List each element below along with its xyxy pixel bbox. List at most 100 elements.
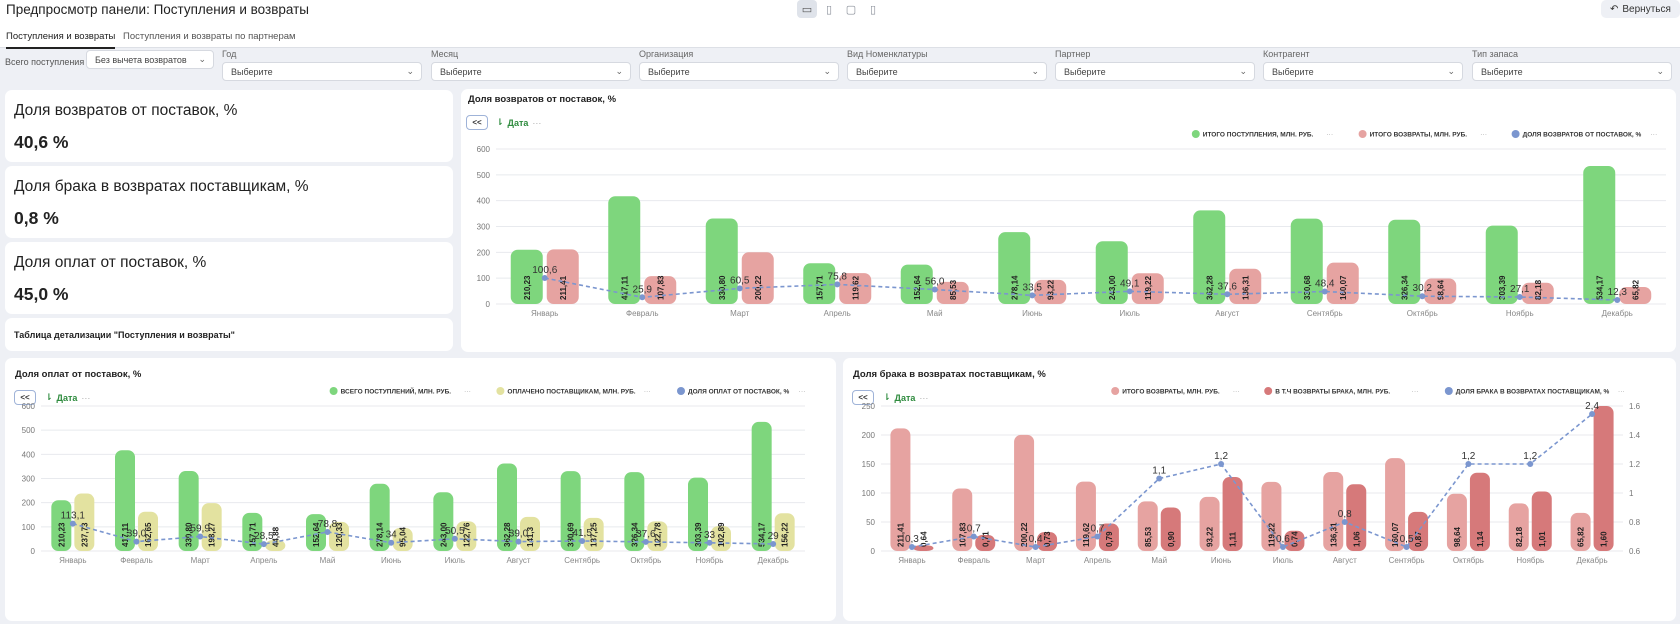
more-dots: ··· bbox=[532, 117, 542, 128]
filter-select-counterparty[interactable]: Выберите ⌄ bbox=[1263, 62, 1463, 81]
bar bbox=[1261, 481, 1282, 551]
filter-select-stock-type[interactable]: Выберите ⌄ bbox=[1472, 62, 1672, 81]
line-data-label: 0,8 bbox=[1338, 509, 1352, 520]
legend-swatch bbox=[1511, 130, 1520, 138]
x-tick-label: Январь bbox=[59, 556, 86, 565]
date-drill-control[interactable]: ⇂ Дата ··· bbox=[496, 115, 541, 130]
bar-data-label: 362,28 bbox=[1205, 275, 1214, 300]
x-tick-label: Март bbox=[191, 556, 210, 565]
defects-chart: 0 50 100 150 200 250 0.6 0.8 1 1.2 1.4 1.6 Январь Фев… bbox=[862, 387, 1641, 565]
date-drill-label: Дата bbox=[56, 392, 78, 403]
x-tick-label: Сентябрь bbox=[1389, 556, 1425, 565]
bar-data-label: 0,79 bbox=[1105, 531, 1114, 547]
bar bbox=[1346, 484, 1367, 551]
bar-data-label: 534,17 bbox=[758, 522, 767, 547]
line-data-label: 100,6 bbox=[532, 265, 557, 276]
chart-card-returns: Доля возвратов от поставок, % << ⇂ Дата … bbox=[461, 89, 1676, 352]
bar-data-label: 200,22 bbox=[1020, 522, 1029, 547]
x-tick-label: Октябрь bbox=[1453, 556, 1484, 565]
x-tick-label: Ноябрь bbox=[1506, 309, 1534, 318]
filter-bar: Всего поступления Без вычета возвратов ⌄… bbox=[0, 48, 1680, 84]
drill-up-button[interactable]: << bbox=[14, 390, 36, 405]
chart-card-payments: Доля оплат от поставок, % << ⇂ Дата ··· … bbox=[5, 358, 836, 621]
y-tick-label: 300 bbox=[22, 475, 36, 484]
bar-data-label: 157,71 bbox=[815, 275, 824, 300]
bar bbox=[1583, 166, 1616, 304]
legend-label: ИТОГО ПОСТУПЛЕНИЯ, МЛН. РУБ. bbox=[1203, 132, 1314, 139]
line-data-label: 0,5 bbox=[1400, 534, 1414, 545]
line-point bbox=[1341, 519, 1348, 525]
filter-select-year[interactable]: Выберите ⌄ bbox=[222, 62, 422, 81]
phone-icon[interactable]: ▯ bbox=[869, 3, 877, 16]
legend-label: ВСЕГО ПОСТУПЛЕНИЙ, МЛН. РУБ. bbox=[341, 387, 452, 396]
line-data-label: 50,5 bbox=[445, 526, 465, 537]
bar bbox=[51, 500, 72, 551]
table-link-card[interactable]: Таблица детализации "Поступления и возвр… bbox=[5, 318, 453, 351]
bar-data-label: 303,39 bbox=[694, 522, 703, 547]
line-point bbox=[133, 538, 140, 545]
date-drill-control[interactable]: ⇂ Дата ··· bbox=[45, 390, 90, 405]
bar bbox=[1131, 273, 1164, 304]
date-drill-control[interactable]: ⇂ Дата ··· bbox=[883, 390, 928, 405]
x-tick-label: Апрель bbox=[250, 556, 277, 565]
desktop-icon[interactable]: ▭ bbox=[797, 0, 817, 18]
line-data-label: 2,4 bbox=[1585, 401, 1599, 412]
x-tick-label: Май bbox=[1151, 556, 1167, 565]
line-data-label: 39,0 bbox=[509, 529, 529, 540]
bar bbox=[1469, 472, 1490, 551]
filter-label-nomenclature-type: Вид Номенклатуры bbox=[847, 49, 928, 59]
bar bbox=[1531, 491, 1552, 551]
line-point bbox=[1465, 461, 1472, 467]
bar bbox=[1199, 496, 1220, 551]
bar bbox=[1160, 507, 1181, 551]
line-point bbox=[1589, 411, 1596, 417]
bar bbox=[74, 493, 95, 551]
filter-select-month[interactable]: Выберите ⌄ bbox=[431, 62, 631, 81]
table-link[interactable]: Таблица детализации "Поступления и возвр… bbox=[14, 330, 235, 340]
back-button[interactable]: ↶ Вернуться bbox=[1601, 0, 1680, 18]
y2-tick-label: 1.4 bbox=[1629, 431, 1641, 440]
tab-receipts-returns[interactable]: Поступления и возвраты bbox=[6, 31, 116, 49]
bar bbox=[624, 472, 645, 551]
line-data-label: 29 bbox=[768, 531, 780, 542]
bar-data-label: 534,17 bbox=[1595, 275, 1604, 300]
bar bbox=[1424, 278, 1457, 304]
y-tick-label: 500 bbox=[22, 426, 36, 435]
tablet-icon[interactable]: ▢ bbox=[845, 3, 857, 16]
bar-data-label: 200,22 bbox=[754, 275, 763, 300]
line-data-label: 12,3 bbox=[1608, 287, 1628, 298]
receipts-filter-select[interactable]: Без вычета возвратов ⌄ bbox=[86, 50, 214, 69]
kpi-value: 0,8 % bbox=[14, 208, 59, 228]
line-data-label: 1,2 bbox=[1461, 451, 1475, 462]
bar-data-label: 136,31 bbox=[1329, 522, 1338, 547]
filter-select-organization[interactable]: Выберите ⌄ bbox=[639, 62, 839, 81]
line-point bbox=[706, 539, 713, 546]
chart-card-defects: Доля брака в возвратах поставщикам, % <<… bbox=[843, 358, 1676, 621]
bar bbox=[1619, 286, 1652, 304]
filter-label-month: Месяц bbox=[431, 49, 459, 59]
back-button-label: Вернуться bbox=[1622, 3, 1671, 15]
bar-data-label: 210,23 bbox=[523, 275, 532, 300]
device-switcher: ▭ ▯ ▢ ▯ bbox=[797, 0, 883, 18]
bar-data-label: 330,80 bbox=[185, 522, 194, 547]
bar-data-label: 326,34 bbox=[630, 522, 639, 547]
legend-swatch bbox=[1444, 387, 1453, 395]
drill-up-button[interactable]: << bbox=[852, 390, 874, 405]
bar-data-label: 243,00 bbox=[1108, 275, 1117, 300]
tab-receipts-by-partner[interactable]: Поступления и возвраты по партнерам bbox=[123, 31, 296, 42]
line-point bbox=[1029, 292, 1036, 299]
bar-data-label: 278,14 bbox=[376, 522, 385, 547]
drill-up-button[interactable]: << bbox=[466, 115, 488, 130]
legend-more-dots: ··· bbox=[644, 389, 651, 396]
legend-more-dots: ··· bbox=[799, 389, 806, 396]
laptop-icon[interactable]: ▯ bbox=[825, 3, 833, 16]
bar bbox=[1284, 530, 1305, 551]
bar-data-label: 211,41 bbox=[559, 275, 568, 300]
filter-select-nomenclature-type[interactable]: Выберите ⌄ bbox=[847, 62, 1047, 81]
line-point bbox=[642, 538, 649, 545]
bar-data-label: 0,71 bbox=[981, 531, 990, 547]
y-tick-label: 0 bbox=[871, 547, 876, 556]
filter-select-partner[interactable]: Выберите ⌄ bbox=[1055, 62, 1255, 81]
bar-data-label: 82,18 bbox=[1515, 526, 1524, 547]
x-tick-label: Ноябрь bbox=[696, 556, 724, 565]
